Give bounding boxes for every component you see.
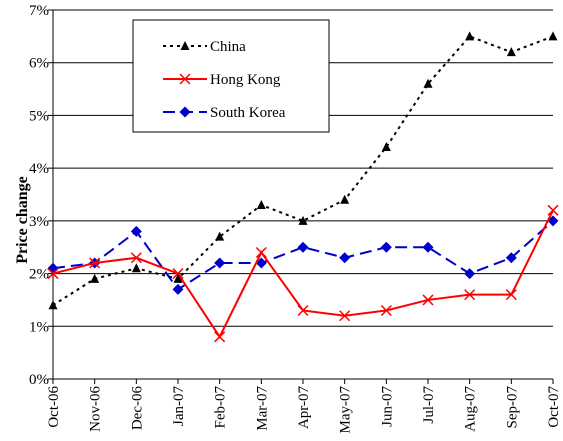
y-tick-label: 6% [29, 56, 49, 72]
x-tick-label: Apr-07 [296, 386, 312, 430]
data-point-stroke [297, 304, 309, 317]
x-tick-label: Oct-07 [546, 386, 562, 428]
data-point [130, 252, 142, 264]
data-point [464, 289, 476, 301]
data-point [380, 304, 392, 317]
axes [48, 9, 554, 384]
series-hong-kong [47, 204, 559, 343]
y-tick-label: 7% [29, 3, 49, 19]
data-point [297, 241, 309, 253]
x-tick-label: Dec-06 [129, 386, 145, 431]
y-tick-label: 4% [29, 161, 49, 177]
data-point [255, 246, 267, 259]
legend-item: China [163, 39, 246, 55]
data-point [179, 106, 191, 118]
tick-labels: 0% 1% 2% 3% 4% 5% 6% 7% Oct-06 Nov-06 Dec-06 Jan-07… [29, 3, 562, 434]
data-point [90, 273, 100, 283]
data-point [422, 241, 434, 253]
data-point [131, 263, 141, 273]
x-tick-label: Sep-07 [504, 386, 520, 429]
data-point [48, 300, 58, 310]
data-point-stroke [214, 331, 226, 343]
data-point [381, 142, 391, 152]
data-point [464, 268, 476, 280]
data-point [548, 31, 558, 41]
data-point-stroke [172, 268, 184, 280]
x-tick-label: May-07 [338, 386, 354, 434]
data-point [339, 310, 351, 322]
data-point-stroke [464, 289, 476, 301]
series-line [52, 220, 554, 291]
data-point [423, 78, 433, 88]
y-tick-label: 1% [29, 319, 49, 335]
data-point-stroke [339, 310, 351, 322]
series-south-korea [47, 215, 559, 295]
data-point [380, 241, 392, 253]
data-point [505, 252, 517, 264]
y-tick-label: 5% [29, 108, 49, 124]
data-point [256, 200, 266, 210]
data-point [547, 204, 559, 216]
data-point [214, 257, 226, 269]
y-tick-label: 0% [29, 372, 49, 388]
x-tick-label: Aug-07 [463, 386, 479, 432]
data-point [130, 225, 142, 237]
data-point-stroke [505, 289, 517, 301]
data-point-stroke [380, 304, 392, 317]
data-point-stroke [255, 246, 267, 259]
x-tick-label: Jun-07 [379, 386, 395, 427]
data-point [506, 47, 516, 57]
data-point [172, 283, 184, 295]
data-point [172, 268, 184, 280]
x-tick-label: Nov-06 [88, 386, 104, 432]
data-point [179, 73, 191, 85]
data-point-stroke [89, 257, 101, 269]
x-tick-label: Jan-07 [171, 386, 187, 426]
x-tick-label: Feb-07 [213, 386, 229, 429]
legend: China Hong Kong South Korea [132, 19, 330, 133]
data-point-stroke [422, 294, 434, 306]
x-tick-label: Mar-07 [254, 386, 270, 431]
data-point-stroke [547, 204, 559, 216]
data-point-stroke [179, 73, 191, 85]
data-point [47, 268, 59, 280]
legend-box [132, 19, 330, 133]
y-tick-label: 3% [29, 214, 49, 230]
legend-item: Hong Kong [163, 72, 281, 88]
data-point [298, 215, 308, 225]
data-point [422, 294, 434, 306]
data-point-stroke [47, 268, 59, 280]
data-point [340, 194, 350, 204]
data-point [89, 257, 101, 269]
data-point [180, 41, 190, 50]
data-point-stroke [130, 252, 142, 264]
y-axis-label: Price change [14, 176, 31, 264]
data-point [214, 331, 226, 343]
x-tick-label: Oct-06 [46, 386, 62, 428]
data-point [173, 273, 183, 283]
data-point [297, 304, 309, 317]
legend-item: South Korea [163, 105, 286, 121]
x-tick-label: Jul-07 [421, 386, 437, 424]
legend-label: South Korea [210, 105, 286, 121]
legend-label: China [210, 39, 246, 55]
legend-label: Hong Kong [210, 72, 281, 88]
data-point [339, 252, 351, 264]
series-china [48, 31, 558, 310]
data-point [465, 31, 475, 41]
data-point [505, 289, 517, 301]
data-point [215, 231, 225, 241]
y-tick-label: 2% [29, 267, 49, 283]
series-lines [47, 31, 559, 343]
